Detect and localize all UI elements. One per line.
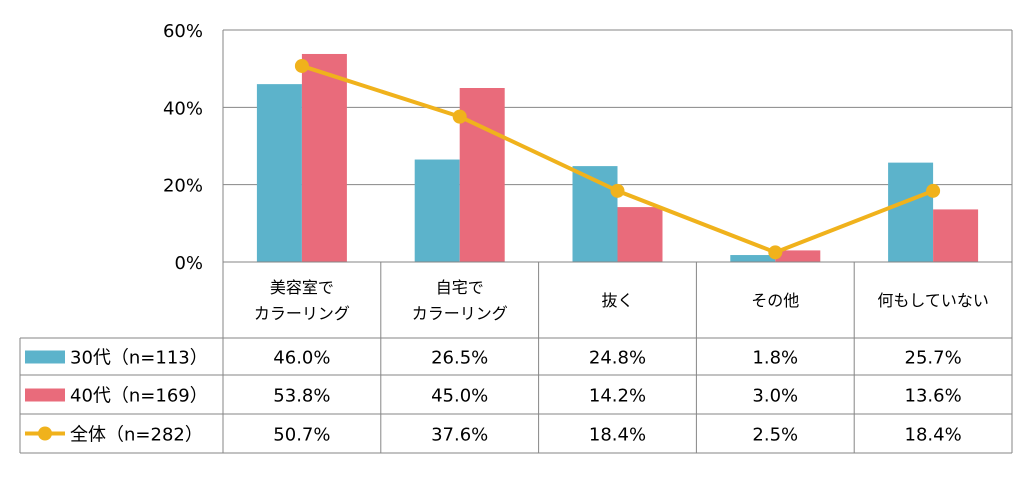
bar: [775, 250, 821, 262]
category-label: カラーリング: [412, 304, 508, 323]
bar: [459, 88, 505, 262]
data-label: 18.4%: [905, 425, 962, 446]
data-label: 18.4%: [589, 425, 646, 446]
data-label: 45.0%: [431, 386, 488, 407]
data-label: 1.8%: [752, 348, 798, 369]
data-label: 3.0%: [752, 386, 798, 407]
data-label: 25.7%: [905, 348, 962, 369]
legend-key: [25, 350, 65, 364]
category-label: 自宅で: [436, 278, 484, 297]
data-label: 14.2%: [589, 386, 646, 407]
category-label: その他: [751, 291, 799, 310]
line-point: [768, 245, 783, 260]
y-tick-label: 20%: [163, 176, 203, 197]
data-label: 46.0%: [273, 348, 330, 369]
line-point: [926, 183, 941, 198]
y-tick-label: 40%: [163, 98, 203, 119]
bar: [933, 209, 979, 262]
data-label: 37.6%: [431, 425, 488, 446]
bar: [414, 159, 460, 262]
series-name: 30代（n=113）: [70, 348, 208, 369]
data-label: 26.5%: [431, 348, 488, 369]
line-point: [294, 58, 309, 73]
bar: [730, 255, 776, 262]
data-label: 13.6%: [905, 386, 962, 407]
bar: [256, 84, 302, 262]
data-label: 50.7%: [273, 425, 330, 446]
y-tick-label: 60%: [163, 21, 203, 42]
category-label: 美容室で: [270, 278, 334, 297]
series-name: 40代（n=169）: [70, 386, 208, 407]
series-name: 全体（n=282）: [70, 425, 203, 446]
legend-key: [38, 426, 52, 441]
bar: [888, 162, 934, 262]
data-label: 2.5%: [752, 425, 798, 446]
category-label: カラーリング: [254, 304, 350, 323]
data-label: 24.8%: [589, 348, 646, 369]
line-point: [610, 183, 625, 198]
bar: [617, 207, 663, 262]
line-point: [452, 109, 467, 124]
category-label: 何もしていない: [877, 291, 989, 310]
bar: [301, 53, 347, 263]
legend-key: [25, 388, 65, 402]
category-label: 抜く: [601, 291, 633, 310]
data-label: 53.8%: [273, 386, 330, 407]
y-tick-label: 0%: [174, 253, 203, 274]
